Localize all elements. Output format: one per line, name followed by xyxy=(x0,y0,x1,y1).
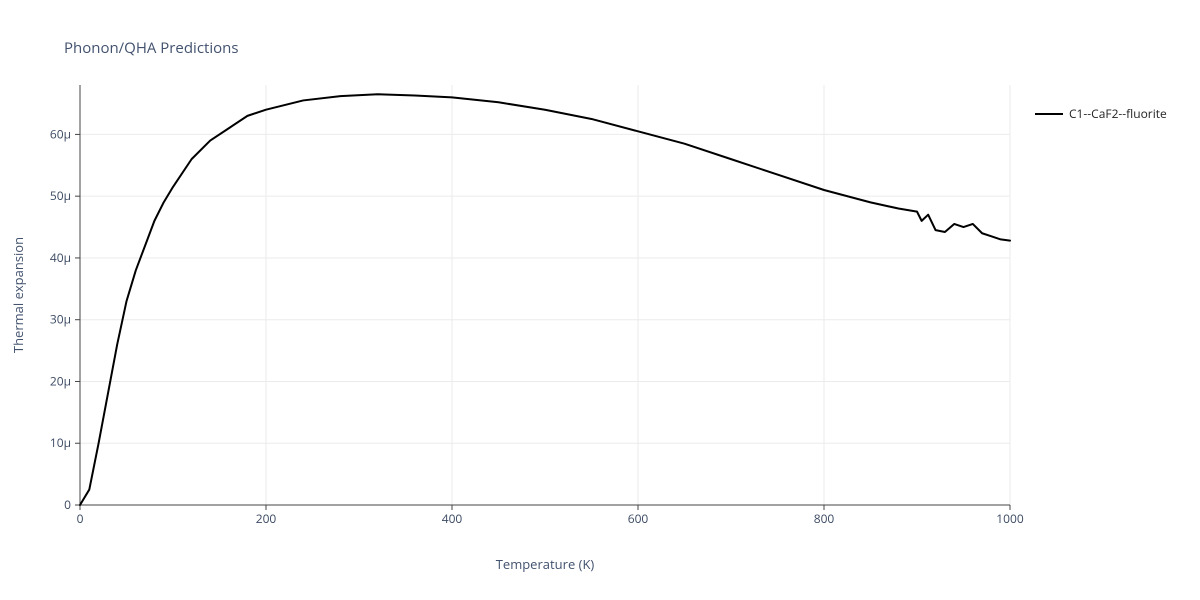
svg-text:0: 0 xyxy=(64,496,71,513)
svg-text:0: 0 xyxy=(77,510,84,527)
y-axis-label-wrap: Thermal expansion xyxy=(8,85,28,505)
plot-svg: 02004006008001000010μ20μ30μ40μ50μ60μ xyxy=(80,85,1010,505)
svg-text:20μ: 20μ xyxy=(50,372,71,389)
svg-text:800: 800 xyxy=(814,510,835,527)
legend-series-label: C1--CaF2--fluorite xyxy=(1069,105,1167,122)
svg-text:200: 200 xyxy=(256,510,277,527)
svg-text:1000: 1000 xyxy=(996,510,1024,527)
legend: C1--CaF2--fluorite xyxy=(1035,105,1167,122)
legend-line-swatch xyxy=(1035,113,1063,115)
svg-text:600: 600 xyxy=(628,510,649,527)
y-axis-label: Thermal expansion xyxy=(9,237,27,353)
svg-text:60μ: 60μ xyxy=(50,125,71,142)
chart-title: Phonon/QHA Predictions xyxy=(64,38,239,58)
svg-text:50μ: 50μ xyxy=(50,187,71,204)
svg-text:400: 400 xyxy=(442,510,463,527)
svg-text:40μ: 40μ xyxy=(50,249,71,266)
svg-text:10μ: 10μ xyxy=(50,434,71,451)
svg-text:30μ: 30μ xyxy=(50,311,71,328)
x-axis-label: Temperature (K) xyxy=(80,555,1010,573)
plot-area: 02004006008001000010μ20μ30μ40μ50μ60μ xyxy=(80,85,1010,505)
